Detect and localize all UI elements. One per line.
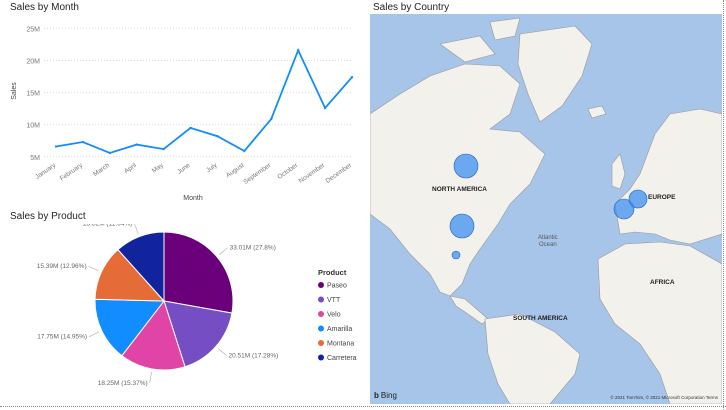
- legend-dot: [318, 296, 324, 303]
- y-tick-label: 25M: [26, 26, 40, 33]
- bottom-separator: [0, 406, 726, 407]
- pie-leader-line: [88, 265, 99, 272]
- legend-dot: [318, 311, 324, 317]
- line-point[interactable]: [216, 135, 219, 138]
- pie-leader-line: [88, 331, 100, 337]
- map-title: Sales by Country: [373, 2, 450, 13]
- legend-dot: [318, 282, 324, 288]
- ocean-label-line2: Ocean: [539, 242, 557, 248]
- sales-by-country-map[interactable]: NORTH AMERICA EUROPE SOUTH AMERICA AFRIC…: [370, 14, 722, 404]
- pie-data-label: 33.01M (27.8%): [230, 245, 276, 252]
- pie-data-label: 13.82M (11.64%): [83, 224, 132, 227]
- y-tick-label: 20M: [26, 59, 40, 66]
- map-bubbles: [449, 153, 648, 260]
- sales-line[interactable]: [55, 47, 353, 154]
- line-point[interactable]: [54, 145, 58, 148]
- bubble-france[interactable]: [613, 198, 635, 220]
- line-point[interactable]: [350, 76, 354, 79]
- line-point[interactable]: [108, 151, 112, 155]
- x-tick-label: February: [59, 161, 85, 182]
- line-point[interactable]: [243, 149, 246, 153]
- x-tick-label: June: [176, 162, 192, 176]
- legend-dot: [318, 354, 324, 361]
- y-tick-label: 15M: [26, 91, 40, 98]
- line-point[interactable]: [270, 117, 273, 121]
- bubble-canada[interactable]: [453, 153, 479, 179]
- bubble-mexico[interactable]: [451, 250, 461, 260]
- pie-data-label: 17.75M (14.95%): [37, 334, 87, 341]
- legend-title: Product: [318, 268, 347, 277]
- line-point[interactable]: [323, 106, 327, 110]
- x-tick-label: May: [151, 161, 166, 174]
- x-tick-label: August: [225, 162, 246, 179]
- x-axis-label: Month: [183, 195, 203, 202]
- bing-icon: b: [374, 391, 379, 400]
- pie-leader-line: [134, 224, 139, 234]
- line-point[interactable]: [296, 49, 300, 52]
- right-separator: [723, 0, 724, 410]
- pie-slice-montana[interactable]: [94, 248, 166, 302]
- pie-slice-amarilla[interactable]: [94, 298, 165, 357]
- x-tick-label: November: [298, 161, 327, 184]
- pie-chart[interactable]: 33.01M (27.8%) 20.51M (17.28%) 18.25M (15.…: [0, 224, 362, 404]
- x-tick-label: September: [242, 161, 273, 185]
- x-tick-label: January: [34, 161, 58, 180]
- pie-slice-vtt[interactable]: [163, 300, 233, 368]
- y-tick-label: 10M: [26, 123, 40, 130]
- map-copyright[interactable]: © 2021 TomTom, © 2021 Microsoft Corporat…: [610, 395, 718, 400]
- x-tick-label: April: [123, 162, 138, 176]
- y-axis-label: Sales: [11, 82, 18, 100]
- legend-item-amarilla[interactable]: Amarilla: [327, 326, 352, 333]
- pie-data-label: 18.25M (15.37%): [98, 380, 148, 387]
- x-tick-label: March: [92, 162, 111, 178]
- pie-slice-paseo[interactable]: [163, 231, 234, 314]
- label-europe: EUROPE: [648, 194, 676, 201]
- bing-label: Bing: [380, 391, 397, 400]
- line-point[interactable]: [81, 140, 85, 144]
- line-point[interactable]: [162, 147, 165, 151]
- line-chart-title: Sales by Month: [10, 2, 79, 13]
- legend-item-velo[interactable]: Velo: [327, 312, 341, 319]
- y-tick-label: 5M: [30, 155, 40, 162]
- legend-item-vtt[interactable]: VTT: [327, 297, 341, 304]
- pie-data-label: 20.51M (17.28%): [228, 353, 278, 360]
- label-africa: AFRICA: [650, 279, 675, 286]
- legend-item-carretera[interactable]: Carretera: [327, 355, 357, 362]
- pie-data-label: 15.39M (12.96%): [37, 263, 87, 270]
- legend-dot: [318, 325, 324, 332]
- legend-item-paseo[interactable]: Paseo: [327, 283, 347, 290]
- x-tick-label: October: [276, 161, 300, 180]
- ocean-label-line1: Atlantic: [538, 235, 558, 241]
- bubble-united-states[interactable]: [449, 213, 475, 239]
- label-north-america: NORTH AMERICA: [432, 186, 488, 193]
- x-tick-label: December: [325, 161, 354, 184]
- line-chart[interactable]: 5M 10M 15M 20M 25M Sales January February March A…: [0, 14, 362, 206]
- label-south-america: SOUTH AMERICA: [513, 315, 568, 322]
- x-tick-label: July: [205, 161, 219, 174]
- line-point[interactable]: [189, 126, 192, 130]
- bubble-germany[interactable]: [628, 189, 648, 209]
- pie-leader-line: [218, 247, 228, 255]
- legend-item-montana[interactable]: Montana: [327, 341, 354, 348]
- pie-slice-carretera[interactable]: [117, 231, 165, 303]
- legend-dot: [318, 340, 324, 346]
- bing-logo[interactable]: b Bing: [374, 391, 397, 400]
- ocean-label: Atlantic Ocean: [538, 235, 558, 249]
- map-land: [370, 17, 722, 404]
- pie-leader-line: [149, 371, 152, 383]
- line-point[interactable]: [135, 143, 138, 146]
- pie-leader-line: [217, 348, 227, 356]
- pie-slice-velo[interactable]: [121, 299, 186, 371]
- pie-chart-title: Sales by Product: [10, 211, 86, 222]
